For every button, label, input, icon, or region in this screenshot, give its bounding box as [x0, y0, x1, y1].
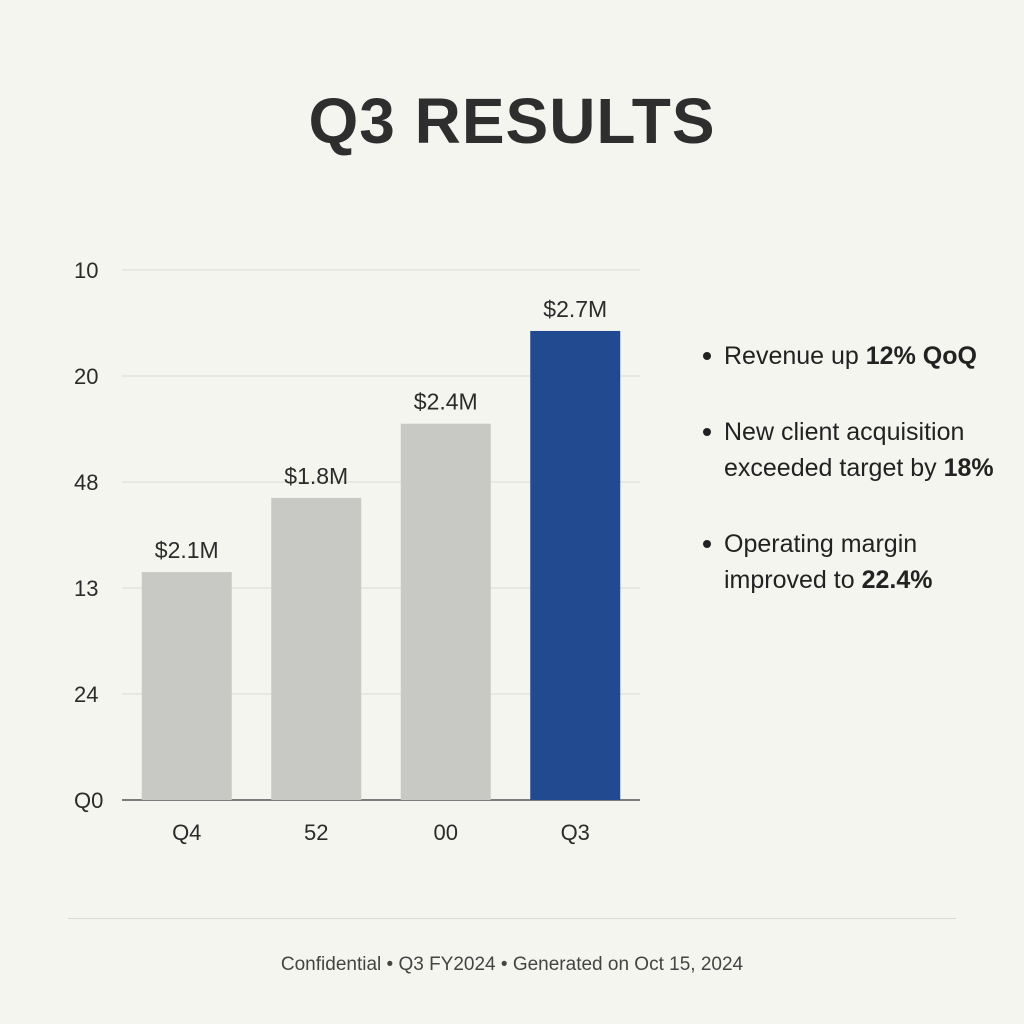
bar-00 [400, 423, 491, 800]
x-tick-label: 00 [434, 820, 458, 845]
bar-q4 [141, 572, 232, 800]
bar-52 [271, 497, 362, 800]
bullet-text: Revenue up [724, 342, 866, 370]
y-tick-label: 48 [74, 470, 98, 495]
highlight-revenue: Revenue up 12% QoQ [700, 338, 1000, 374]
data-label: $2.4M [414, 389, 478, 415]
y-axis-ticks: 10 20 48 13 24 Q0 [74, 258, 103, 813]
highlight-acquisition: New client acquisition exceeded target b… [700, 414, 1000, 486]
bullet-text: New client acquisition exceeded target b… [724, 418, 965, 482]
page-title: Q3 RESULTS [308, 85, 716, 157]
x-tick-label: Q3 [561, 820, 590, 845]
x-tick-label: 52 [304, 820, 328, 845]
y-tick-label: 24 [74, 682, 98, 707]
y-tick-label: Q0 [74, 788, 103, 813]
bullet-strong: 12% QoQ [865, 342, 977, 370]
data-label: $2.1M [155, 537, 219, 563]
highlight-margin: Operating margin improved to 22.4% [700, 526, 1000, 598]
x-axis-ticks: Q4 52 00 Q3 [172, 820, 590, 845]
y-tick-label: 13 [74, 576, 98, 601]
data-label: $2.7M [543, 296, 607, 322]
chart-bars [141, 330, 621, 800]
footer-text: Confidential • Q3 FY2024 • Generated on … [280, 954, 744, 975]
bullet-strong: 18% [943, 454, 994, 482]
bullet-text: Operating margin improved to [724, 530, 918, 594]
footer-divider [68, 918, 956, 919]
bar-q3 [530, 330, 621, 800]
highlights-list: Revenue up 12% QoQ New client acquisitio… [700, 338, 1000, 638]
data-label: $1.8M [284, 463, 348, 489]
bullet-strong: 22.4% [861, 566, 933, 594]
data-labels: $2.1M $1.8M $2.4M $2.7M [155, 296, 607, 563]
y-tick-label: 20 [74, 364, 98, 389]
y-tick-label: 10 [74, 258, 98, 283]
x-tick-label: Q4 [172, 820, 201, 845]
